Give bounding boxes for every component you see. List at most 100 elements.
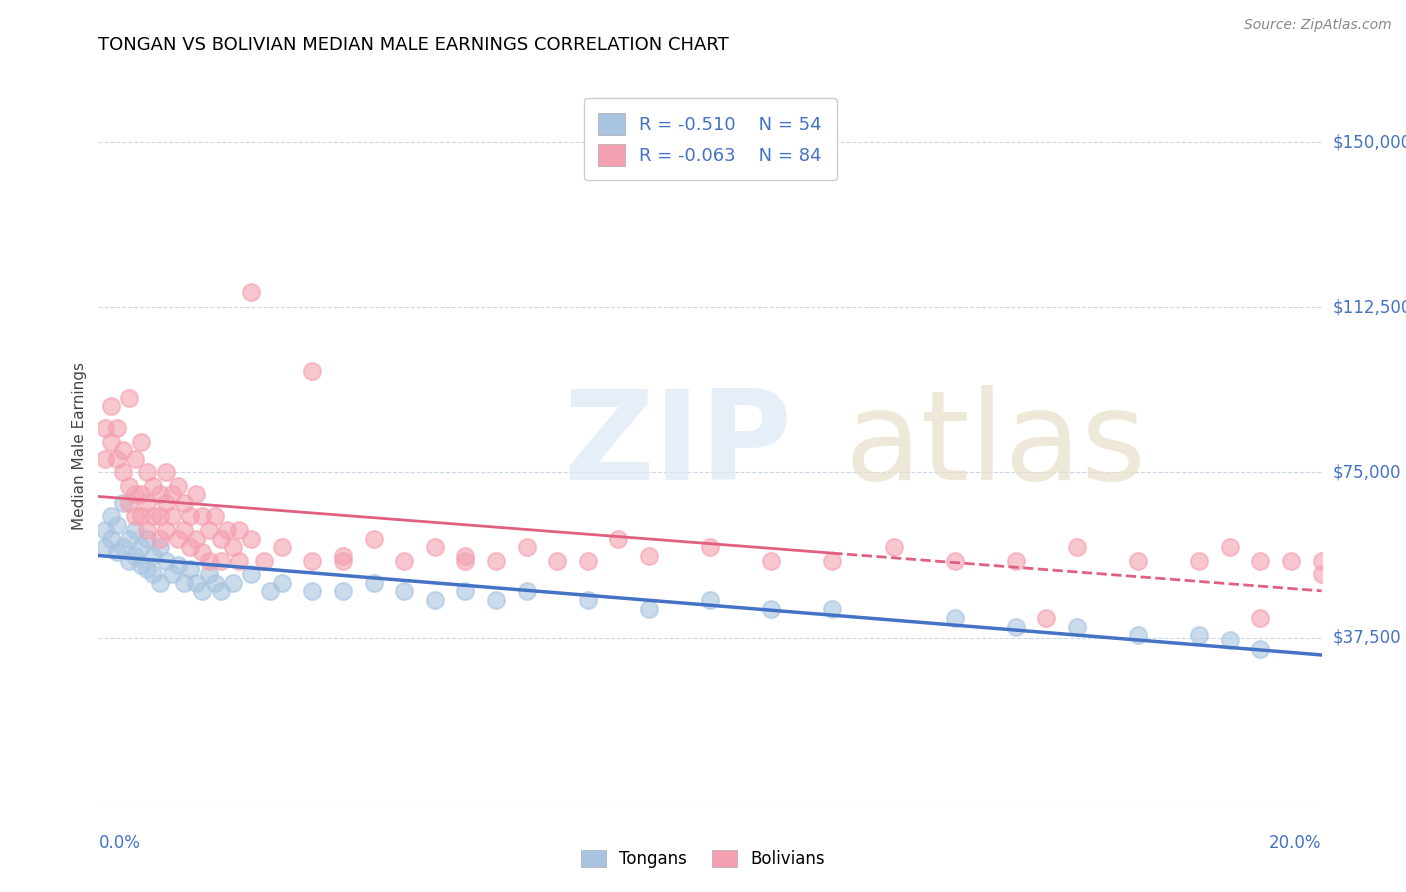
Point [883, 541, 905, 555]
Point [105, 421, 128, 435]
Point [167, 558, 190, 572]
Point [392, 553, 416, 567]
Point [759, 553, 782, 567]
Point [129, 558, 152, 572]
Point [423, 593, 446, 607]
Point [93, 452, 115, 467]
Point [204, 575, 226, 590]
Point [197, 553, 219, 567]
Point [111, 541, 134, 555]
Point [129, 541, 152, 555]
Point [209, 532, 232, 546]
Point [1004, 619, 1026, 633]
Text: atlas: atlas [845, 385, 1147, 507]
Point [392, 584, 416, 599]
Point [167, 478, 190, 492]
Point [228, 523, 250, 537]
Point [516, 584, 538, 599]
Point [485, 553, 508, 567]
Point [105, 545, 128, 559]
Point [197, 566, 219, 581]
Point [1066, 541, 1088, 555]
Point [142, 509, 165, 524]
Point [93, 541, 115, 555]
Point [118, 478, 141, 492]
Point [1035, 611, 1057, 625]
Point [1310, 566, 1333, 581]
Point [215, 523, 238, 537]
Legend: Tongans, Bolivians: Tongans, Bolivians [574, 843, 832, 875]
Point [149, 532, 172, 546]
Point [252, 553, 274, 567]
Point [136, 496, 159, 510]
Text: ZIP: ZIP [564, 385, 792, 507]
Point [821, 602, 844, 616]
Point [222, 541, 245, 555]
Point [699, 593, 721, 607]
Point [637, 549, 661, 563]
Text: 0.0%: 0.0% [98, 834, 141, 852]
Point [155, 466, 177, 480]
Point [1128, 553, 1150, 567]
Point [136, 562, 159, 576]
Point [1249, 611, 1271, 625]
Point [485, 593, 508, 607]
Point [136, 466, 159, 480]
Point [100, 509, 122, 524]
Point [228, 553, 250, 567]
Point [454, 549, 477, 563]
Point [332, 584, 354, 599]
Point [240, 285, 263, 299]
Point [111, 466, 134, 480]
Point [1066, 619, 1088, 633]
Point [222, 575, 245, 590]
Point [124, 487, 146, 501]
Point [576, 593, 599, 607]
Point [155, 553, 177, 567]
Point [423, 541, 446, 555]
Point [301, 364, 323, 378]
Point [179, 562, 201, 576]
Point [1188, 628, 1211, 642]
Point [124, 452, 146, 467]
Text: Source: ZipAtlas.com: Source: ZipAtlas.com [1244, 18, 1392, 32]
Point [124, 549, 146, 563]
Point [454, 553, 477, 567]
Point [270, 541, 292, 555]
Point [142, 478, 165, 492]
Text: $37,500: $37,500 [1333, 629, 1402, 647]
Text: $150,000: $150,000 [1333, 133, 1406, 151]
Point [1004, 553, 1026, 567]
Point [142, 566, 165, 581]
Point [136, 532, 159, 546]
Point [1249, 553, 1271, 567]
Point [124, 523, 146, 537]
Point [240, 566, 263, 581]
Point [191, 545, 214, 559]
Y-axis label: Median Male Earnings: Median Male Earnings [72, 362, 87, 530]
Point [118, 391, 141, 405]
Point [1128, 628, 1150, 642]
Text: 20.0%: 20.0% [1270, 834, 1322, 852]
Point [142, 549, 165, 563]
Point [173, 523, 195, 537]
Point [454, 584, 477, 599]
Point [1249, 641, 1271, 656]
Point [167, 532, 190, 546]
Point [136, 523, 159, 537]
Point [637, 602, 661, 616]
Point [160, 509, 183, 524]
Point [105, 518, 128, 533]
Point [1219, 632, 1241, 647]
Point [759, 602, 782, 616]
Point [129, 509, 152, 524]
Point [1310, 553, 1333, 567]
Point [149, 509, 172, 524]
Point [301, 584, 323, 599]
Point [160, 566, 183, 581]
Point [111, 496, 134, 510]
Point [1279, 553, 1302, 567]
Point [546, 553, 568, 567]
Point [332, 553, 354, 567]
Point [149, 575, 172, 590]
